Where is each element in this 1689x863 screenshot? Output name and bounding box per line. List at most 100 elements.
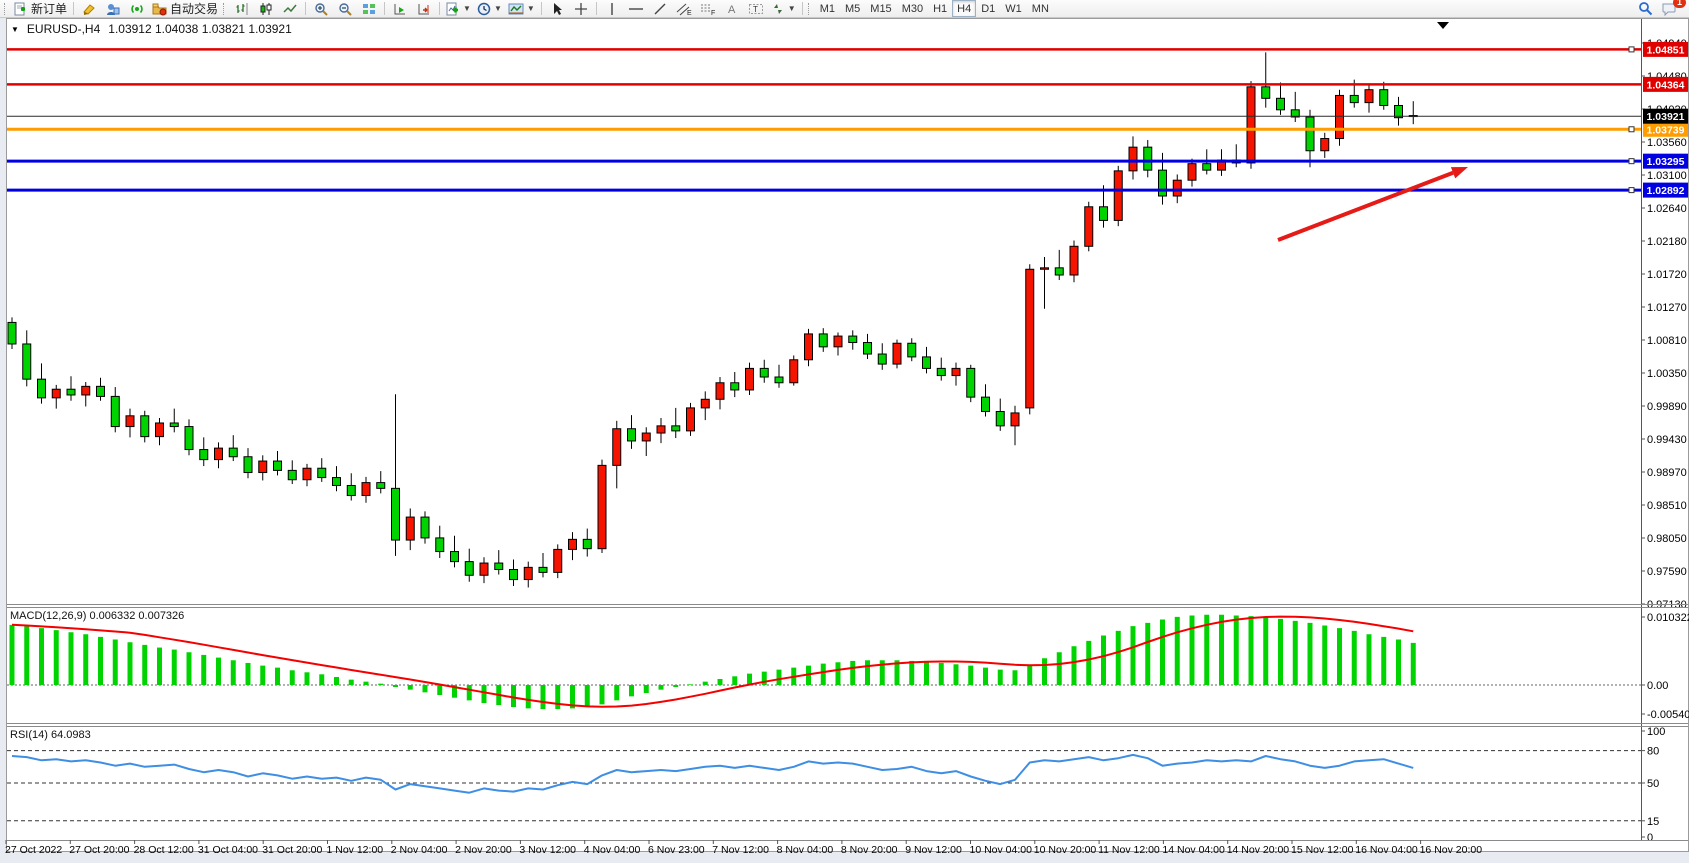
zoom-in-button[interactable]: [309, 0, 333, 18]
candle-bullish: [1010, 412, 1020, 427]
cursor-button[interactable]: [545, 0, 569, 18]
text-button[interactable]: A: [720, 0, 744, 18]
vertical-line-button[interactable]: [600, 0, 624, 18]
time-axis-label: 6 Nov 23:00: [648, 844, 705, 856]
timeframe-M30[interactable]: M30: [901, 2, 924, 15]
new-order-button[interactable]: 新订单: [11, 0, 70, 18]
price-axis-label: 1.01270: [1647, 302, 1687, 314]
arrows-button[interactable]: ▼: [768, 0, 799, 18]
add-indicator-icon: [446, 2, 460, 16]
template-button[interactable]: ▼: [505, 0, 538, 18]
candle-bullish: [1172, 179, 1182, 197]
candle-bearish: [199, 449, 209, 461]
candle-bearish: [22, 343, 32, 380]
market-watch-button[interactable]: [101, 0, 125, 18]
text-label-button[interactable]: T: [744, 0, 768, 18]
candle-bearish: [184, 426, 194, 451]
time-axis-label: 9 Nov 12:00: [905, 844, 962, 856]
candle-bearish: [1099, 206, 1108, 221]
time-axis-label: 27 Oct 20:00: [69, 844, 129, 856]
horizontal-line-button[interactable]: [624, 0, 648, 18]
search-button[interactable]: [1633, 0, 1657, 18]
timeframe-W1[interactable]: W1: [1005, 2, 1022, 15]
svg-text:E: E: [687, 10, 692, 16]
zoom-out-icon: [338, 2, 352, 16]
vertical-line-icon: [607, 2, 617, 16]
signal-button[interactable]: [125, 0, 149, 18]
trend-arrow-annotation[interactable]: [1277, 170, 1454, 242]
candle-bearish: [1305, 116, 1315, 152]
channel-button[interactable]: E: [672, 0, 696, 18]
candle-bearish: [140, 415, 150, 438]
price-badge-1.04851: [1643, 41, 1688, 57]
hline-handle[interactable]: [1628, 187, 1635, 194]
candle-bullish: [686, 407, 695, 432]
candle-bearish: [464, 561, 474, 576]
chat-button[interactable]: 1: [1657, 0, 1686, 18]
candle-bearish: [730, 382, 740, 391]
timeframe-M15[interactable]: M15: [870, 2, 892, 15]
timeframe-D1[interactable]: D1: [981, 2, 996, 15]
macd-signal-line: [11, 615, 1414, 708]
hline-handle[interactable]: [1628, 158, 1635, 165]
line-chart-button[interactable]: [278, 0, 302, 18]
chart-title: ▼ EURUSD-,H4 1.03912 1.04038 1.03821 1.0…: [11, 22, 292, 36]
candle-bullish: [553, 548, 563, 573]
auto-trading-button[interactable]: 自动交易: [149, 0, 221, 18]
hline-handle[interactable]: [1628, 126, 1635, 133]
zoom-out-button[interactable]: [333, 0, 357, 18]
chevron-down-icon: ▼: [526, 3, 535, 13]
chevron-down-icon: ▼: [463, 3, 471, 13]
candle-bearish: [332, 477, 341, 486]
autotrade-folder-icon: [152, 2, 167, 16]
chat-unread-badge: 1: [1672, 0, 1686, 8]
candle-bearish: [1202, 163, 1212, 171]
price-badge-1.04851-text: 1.04851: [1647, 44, 1685, 56]
candle-bullish: [1025, 268, 1035, 409]
candle-bearish: [391, 487, 400, 541]
timeframe-M5[interactable]: M5: [845, 2, 861, 15]
symbol-dropdown-icon[interactable]: ▼: [11, 24, 19, 34]
rsi-line: [11, 753, 1414, 794]
chart-symbol-period: EURUSD-,H4: [26, 22, 101, 36]
tile-windows-button[interactable]: [357, 0, 381, 18]
auto-trading-label: 自动交易: [170, 2, 219, 16]
candle-bullish: [833, 335, 843, 348]
chart-shift-marker-icon[interactable]: [1437, 22, 1449, 29]
fibonacci-button[interactable]: F: [696, 0, 720, 18]
candle-bullish: [1335, 94, 1344, 140]
text-label-icon: T: [748, 2, 764, 16]
timeframe-MN[interactable]: MN: [1031, 2, 1049, 15]
time-axis-label: 31 Oct 20:00: [262, 844, 322, 856]
hline-handle[interactable]: [1628, 46, 1635, 53]
chart-window-frame: [6, 18, 1689, 852]
candle-bearish: [435, 537, 445, 553]
candle-bullish: [804, 333, 813, 361]
candle-bullish: [568, 538, 577, 550]
price-badge-1.03739: [1643, 121, 1688, 137]
crosshair-button[interactable]: [569, 0, 593, 18]
timeframe-H1[interactable]: H1: [933, 2, 948, 15]
period-button[interactable]: ▼: [474, 0, 505, 18]
timeframe-M1[interactable]: M1: [819, 2, 835, 15]
time-axis-label: 27 Oct 2022: [5, 844, 62, 856]
candlestick-button[interactable]: [254, 0, 278, 18]
separator: [595, 2, 597, 15]
add-indicator-button[interactable]: ▼: [443, 0, 474, 18]
candle-bearish: [1054, 267, 1064, 276]
highlighter-button[interactable]: [77, 0, 101, 18]
trend-arrow-head[interactable]: [1450, 167, 1468, 179]
separator: [801, 2, 803, 15]
bar-chart-button[interactable]: [230, 0, 254, 18]
time-axis-label: 4 Nov 04:00: [584, 844, 641, 856]
price-axis-label: 1.01720: [1647, 269, 1687, 281]
auto-scroll-button[interactable]: [388, 0, 412, 18]
crosshair-icon: [574, 2, 588, 16]
chevron-down-icon: ▼: [493, 3, 502, 13]
timeframe-H4[interactable]: H4: [952, 0, 977, 17]
chart-shift-button[interactable]: [412, 0, 436, 18]
trendline-button[interactable]: [648, 0, 672, 18]
price-axis-label: 0.98970: [1647, 467, 1687, 479]
candle-bearish: [1349, 94, 1359, 104]
